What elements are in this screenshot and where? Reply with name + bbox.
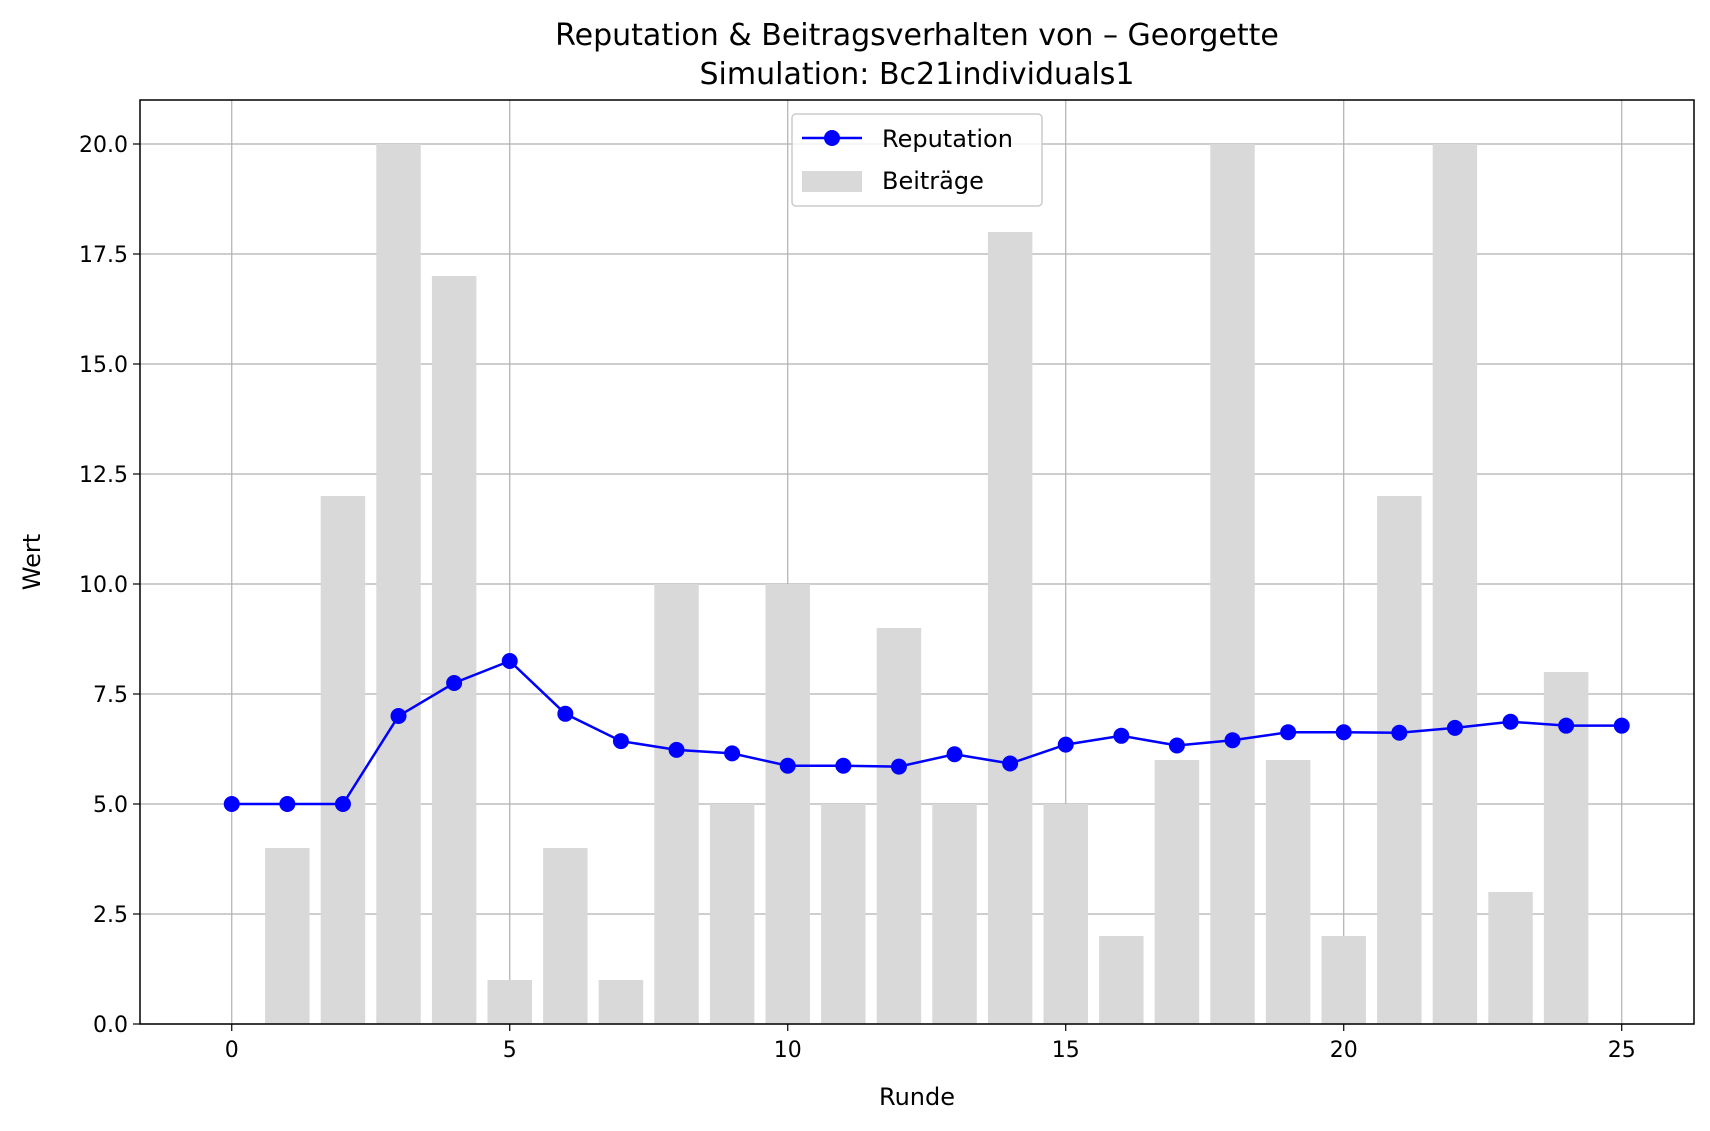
reputation-point xyxy=(1280,724,1297,741)
reputation-point xyxy=(890,758,907,775)
reputation-point xyxy=(835,757,852,774)
reputation-point xyxy=(1057,736,1074,753)
beitraege-bar xyxy=(1265,760,1311,1024)
reputation-point xyxy=(1502,713,1519,730)
x-axis-label: Runde xyxy=(879,1083,955,1111)
beitraege-bar xyxy=(709,804,755,1024)
reputation-point xyxy=(1224,732,1241,749)
chart-title: Reputation & Beitragsverhalten von – Geo… xyxy=(555,18,1279,53)
chart-subtitle: Simulation: Bc21individuals1 xyxy=(700,57,1135,92)
beitraege-bar xyxy=(932,804,977,1024)
beitraege-bar xyxy=(598,980,644,1024)
beitraege-bar xyxy=(543,848,588,1024)
reputation-point xyxy=(1002,755,1019,772)
plot-frame xyxy=(139,99,1695,1025)
bar-series xyxy=(265,144,1589,1024)
x-axis: 0 5 10 15 20 25 xyxy=(225,1024,1636,1063)
legend: Reputation Beiträge xyxy=(791,113,1043,207)
line-series xyxy=(223,653,1630,812)
beitraege-bar xyxy=(1432,144,1478,1024)
reputation-point xyxy=(1446,719,1463,736)
reputation-point xyxy=(557,705,574,722)
beitraege-bar xyxy=(320,496,366,1024)
legend-beitraege-swatch xyxy=(802,171,862,192)
y-tick-label: 12.5 xyxy=(79,463,128,488)
reputation-point xyxy=(612,733,629,750)
reputation-point xyxy=(1113,727,1130,744)
reputation-point xyxy=(724,745,741,762)
y-tick-label: 15.0 xyxy=(79,353,128,378)
legend-reputation-marker xyxy=(824,130,840,146)
reputation-point xyxy=(279,796,296,812)
beitraege-bar xyxy=(376,144,421,1024)
reputation-point xyxy=(501,653,518,669)
beitraege-bar xyxy=(1154,760,1200,1024)
reputation-line xyxy=(231,659,1622,806)
reputation-point xyxy=(946,746,963,763)
beitraege-bar xyxy=(1210,144,1255,1024)
x-tick-label: 5 xyxy=(503,1038,517,1063)
reputation-point xyxy=(779,757,796,774)
reputation-point xyxy=(223,796,240,812)
reputation-point xyxy=(334,796,351,812)
reputation-point xyxy=(446,675,463,691)
x-tick-label: 25 xyxy=(1608,1038,1636,1063)
beitraege-bar xyxy=(1099,936,1144,1024)
y-axis: 0.0 2.5 5.0 7.5 10.0 12.5 15.0 17.5 20.0 xyxy=(79,133,140,1038)
y-tick-label: 2.5 xyxy=(93,903,128,928)
beitraege-bar xyxy=(987,232,1033,1024)
beitraege-bar xyxy=(765,584,810,1024)
reputation-point xyxy=(1168,737,1185,754)
x-tick-label: 10 xyxy=(774,1038,802,1063)
reputation-point xyxy=(1558,717,1575,734)
beitraege-bar xyxy=(487,980,532,1024)
reputation-point xyxy=(390,708,407,724)
y-tick-label: 5.0 xyxy=(93,793,128,818)
x-tick-label: 15 xyxy=(1052,1038,1080,1063)
beitraege-bar xyxy=(876,628,922,1024)
x-tick-label: 0 xyxy=(225,1038,239,1063)
beitraege-bar xyxy=(1043,804,1088,1024)
y-tick-label: 10.0 xyxy=(79,573,128,598)
reputation-point xyxy=(1613,717,1630,734)
reputation-point xyxy=(1335,724,1352,741)
y-axis-label: Wert xyxy=(18,534,46,590)
beitraege-bar xyxy=(821,804,866,1024)
legend-beitraege-label: Beiträge xyxy=(882,167,984,195)
beitraege-bar xyxy=(1488,892,1533,1024)
y-tick-label: 0.0 xyxy=(93,1013,128,1038)
y-tick-label: 20.0 xyxy=(79,133,128,158)
legend-reputation-label: Reputation xyxy=(882,125,1013,153)
y-tick-label: 7.5 xyxy=(93,683,128,708)
beitraege-bar xyxy=(265,848,310,1024)
beitraege-bar xyxy=(431,276,477,1024)
beitraege-bar xyxy=(654,584,699,1024)
beitraege-bar xyxy=(1321,936,1366,1024)
reputation-point xyxy=(668,741,685,758)
reputation-point xyxy=(1391,724,1408,741)
beitraege-bar xyxy=(1377,496,1422,1024)
y-tick-label: 17.5 xyxy=(79,243,128,268)
x-tick-label: 20 xyxy=(1330,1038,1358,1063)
